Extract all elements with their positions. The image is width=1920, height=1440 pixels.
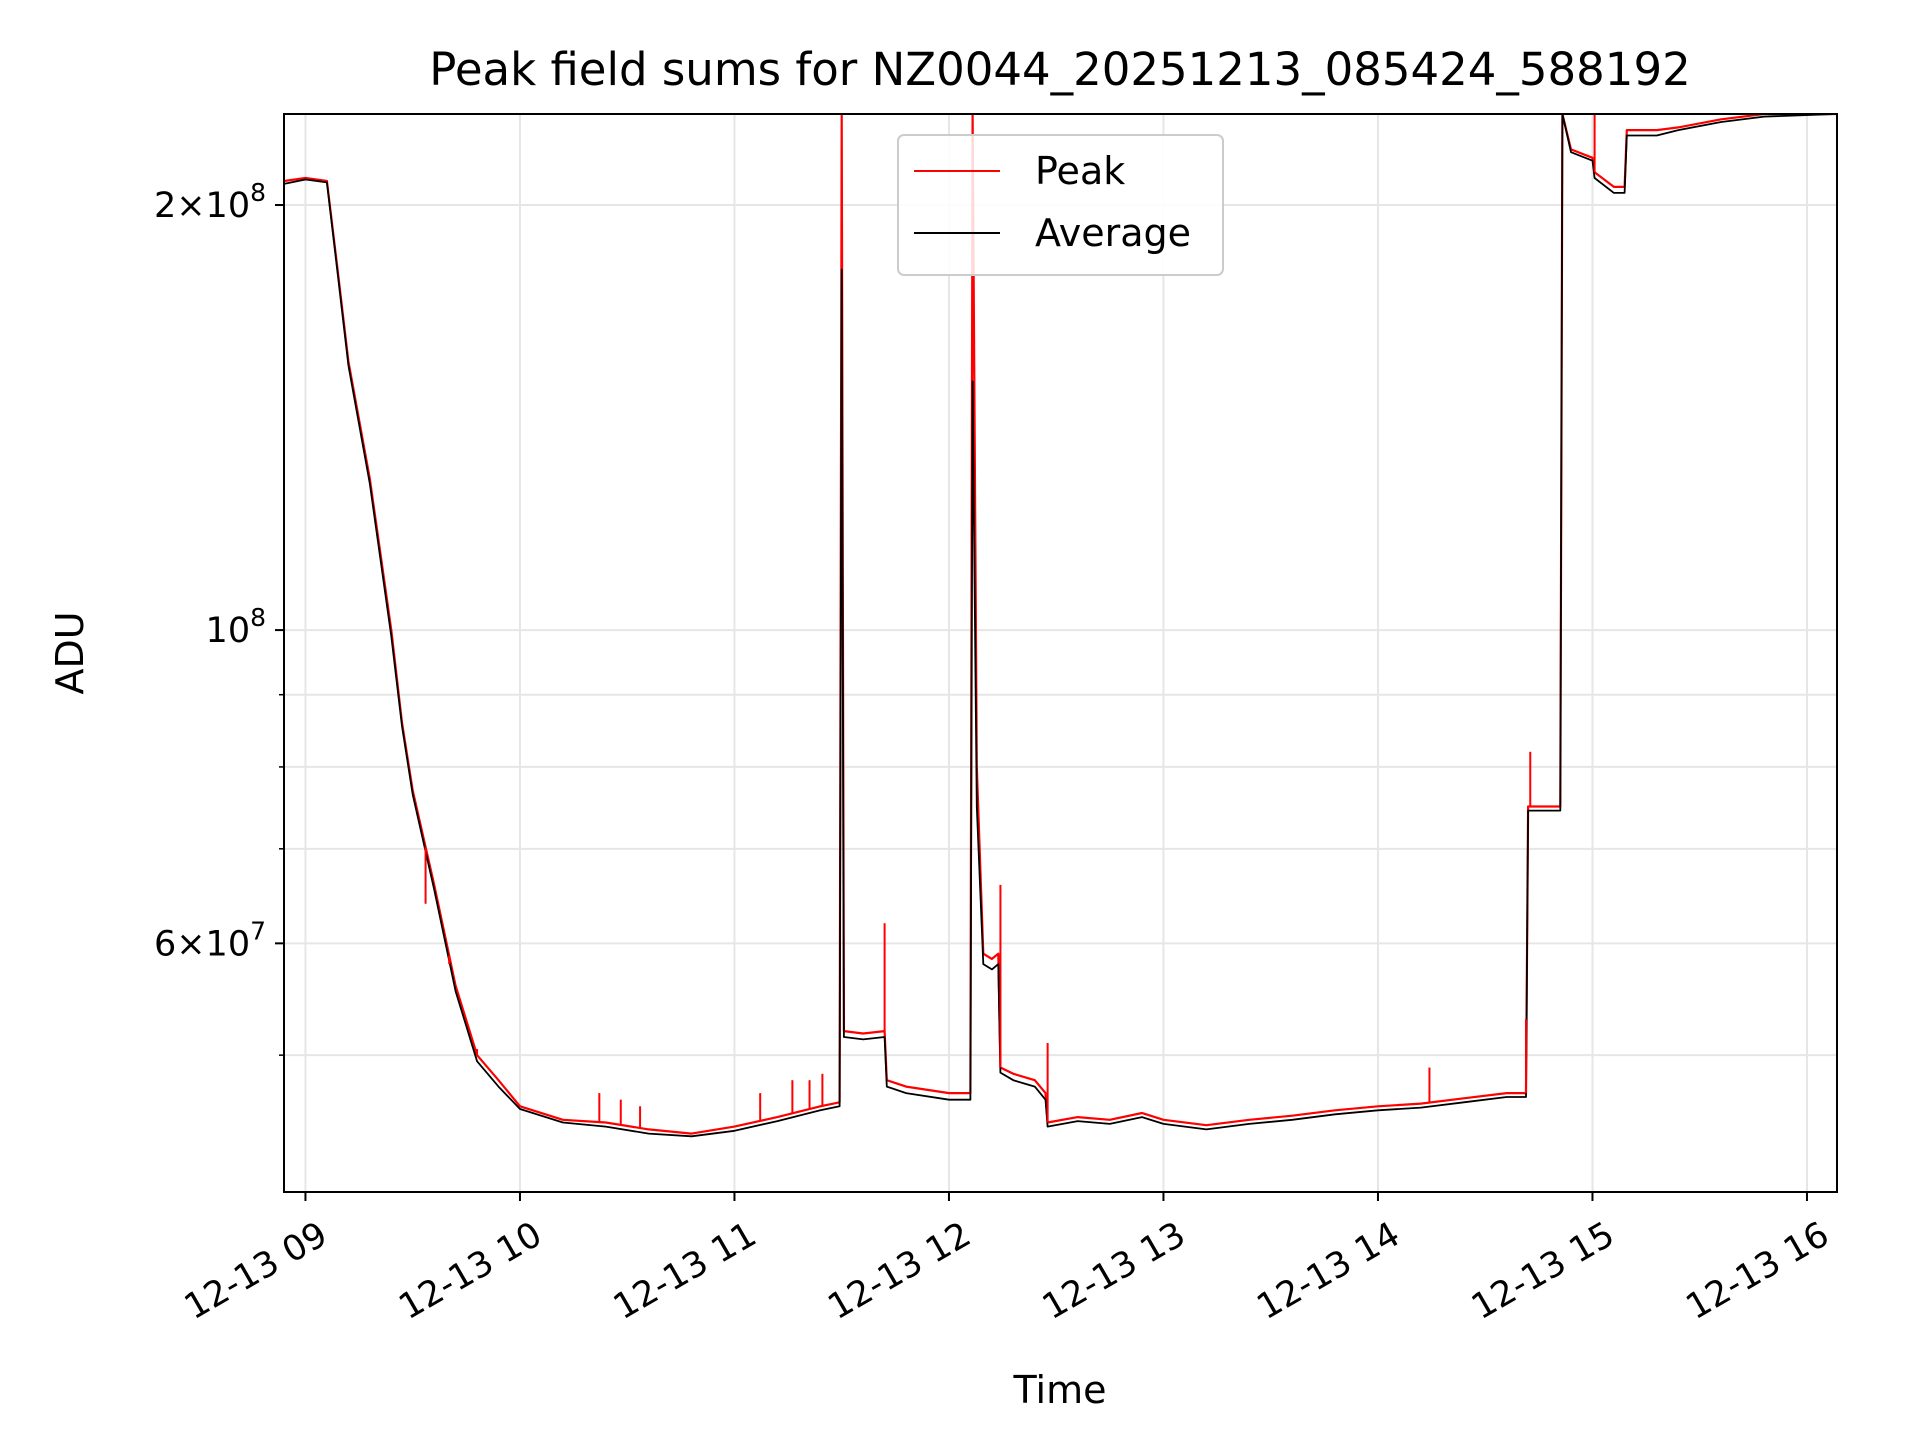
y-tick-label: 2×108 (154, 178, 266, 226)
y-tick-label: 108 (206, 603, 266, 651)
legend: Peak Average (897, 134, 1224, 276)
plot-frame (283, 113, 1838, 1193)
y-axis-label: ADU (48, 611, 92, 694)
series-line-average (284, 114, 1837, 1138)
chart-title: Peak field sums for NZ0044_20251213_0854… (429, 43, 1690, 96)
y-tick-label: 6×107 (154, 916, 266, 964)
series-group (284, 114, 1837, 1138)
legend-peak-label: Peak (1035, 149, 1125, 193)
series-line-peak (284, 114, 1837, 1135)
legend-average-label: Average (1035, 211, 1191, 255)
x-axis-label: Time (1013, 1368, 1107, 1412)
